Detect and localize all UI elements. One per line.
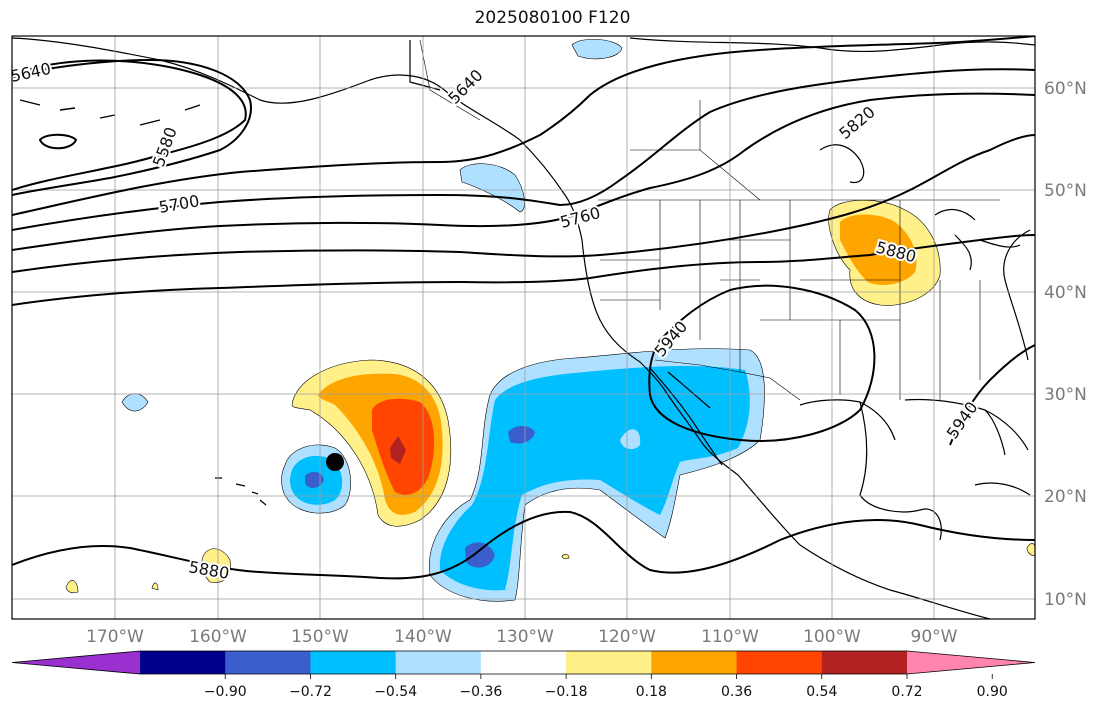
colorbar-tick-label: −0.72 <box>289 684 332 700</box>
longitude-labels: 170°W 160°W 150°W 140°W 130°W 120°W 110°… <box>86 627 958 647</box>
colorbar-tick-label: 0.54 <box>806 684 837 700</box>
map-frame <box>11 35 1036 620</box>
colorbar-tick-label: −0.36 <box>459 684 502 700</box>
positive-blob-small-1 <box>65 580 79 594</box>
negative-blob-west <box>121 393 149 412</box>
contour-5940 <box>648 284 876 442</box>
lat-label-50n: 50°N <box>1044 181 1087 201</box>
great-lakes <box>934 208 1021 271</box>
graticule <box>12 36 1035 619</box>
positive-blob-tiny <box>561 553 570 560</box>
gulf-of-mexico-coast <box>799 398 1029 541</box>
north-coast <box>409 37 1035 91</box>
storm-location-marker <box>326 453 344 471</box>
contour-5700 <box>12 68 1035 231</box>
contour-5580 <box>12 59 247 191</box>
contour-low-center <box>38 133 78 150</box>
colorbar-extend-high <box>907 651 1035 674</box>
colorbar-swatch <box>310 651 397 674</box>
lon-label-100w: 100°W <box>803 627 861 647</box>
contour-5940-east <box>949 344 1035 446</box>
lon-label-150w: 150°W <box>291 627 349 647</box>
contour-5820 <box>12 134 1035 273</box>
us-west-coast <box>581 239 739 476</box>
negative-core-2 <box>465 542 495 568</box>
lat-label-30n: 30°N <box>1044 385 1087 405</box>
contour-5880-south <box>12 510 1035 580</box>
lat-label-10n: 10°N <box>1044 590 1087 610</box>
colorbar-tick-label: 0.18 <box>636 684 667 700</box>
aleutian-islands <box>19 99 201 126</box>
baja-california <box>649 367 723 466</box>
colorbar-tick-label: −0.90 <box>204 684 247 700</box>
colorbar-tick-label: 0.72 <box>891 684 922 700</box>
negative-blob-gulf-alaska <box>459 163 525 213</box>
colorbar-tick-label: −0.54 <box>374 684 417 700</box>
colorbar-tick-label: 0.90 <box>977 684 1008 700</box>
lon-label-90w: 90°W <box>911 627 958 647</box>
hudson-region <box>819 144 865 184</box>
colorbar-swatch <box>651 651 738 674</box>
borders <box>419 39 1000 401</box>
contour-5640 <box>12 36 1035 216</box>
colorbar-swatch <box>566 651 652 674</box>
colorbar-swatch <box>140 651 226 674</box>
colorbar-swatch <box>395 651 482 674</box>
lon-label-140w: 140°W <box>394 627 452 647</box>
cuba <box>974 482 1031 496</box>
negative-core-1 <box>508 426 535 444</box>
mexico-pacific-coast <box>737 474 991 619</box>
map-panel <box>12 36 1035 619</box>
colorbar-outline <box>11 650 1036 675</box>
contour-5640-west <box>12 58 252 196</box>
lon-label-120w: 120°W <box>598 627 656 647</box>
latitude-labels: 60°N 50°N 40°N 30°N 20°N 10°N <box>1044 79 1087 610</box>
colorbar: −0.90 −0.72 −0.54 −0.36 −0.18 0.18 0.36 0.54 0.7… <box>11 650 1036 700</box>
field-gap <box>620 429 641 450</box>
positive-blob-small-2 <box>151 582 159 591</box>
colorbar-swatch <box>225 651 311 674</box>
negative-blob-north <box>571 39 623 60</box>
hawaiian-islands <box>215 477 267 506</box>
colorbar-swatch <box>821 651 908 674</box>
contour-5760 <box>12 92 1035 251</box>
height-contours <box>12 36 1035 580</box>
positive-field-us-mid <box>840 214 917 285</box>
positive-core <box>390 436 406 464</box>
florida-coast <box>984 409 1006 456</box>
lat-label-20n: 20°N <box>1044 487 1087 507</box>
colorbar-extend-low <box>12 651 140 674</box>
positive-blob-east <box>1026 543 1035 557</box>
lon-label-130w: 130°W <box>496 627 554 647</box>
colorbar-swatch <box>480 651 567 674</box>
lon-label-160w: 160°W <box>189 627 247 647</box>
map-title: 2025080100 F120 <box>474 8 631 28</box>
lon-label-110w: 110°W <box>701 627 759 647</box>
colorbar-swatch <box>736 651 823 674</box>
lat-label-60n: 60°N <box>1044 79 1087 99</box>
contour-5880 <box>12 234 1035 306</box>
negative-core-hawaii <box>305 471 324 488</box>
contour-label-5880-south: 5880 <box>187 557 230 583</box>
colorbar-tick-label: −0.18 <box>545 684 588 700</box>
colorbar-tick-label: 0.36 <box>721 684 752 700</box>
lon-label-170w: 170°W <box>86 627 144 647</box>
us-east-coast <box>1003 229 1031 361</box>
lat-label-40n: 40°N <box>1044 283 1087 303</box>
state-borders <box>600 100 981 400</box>
